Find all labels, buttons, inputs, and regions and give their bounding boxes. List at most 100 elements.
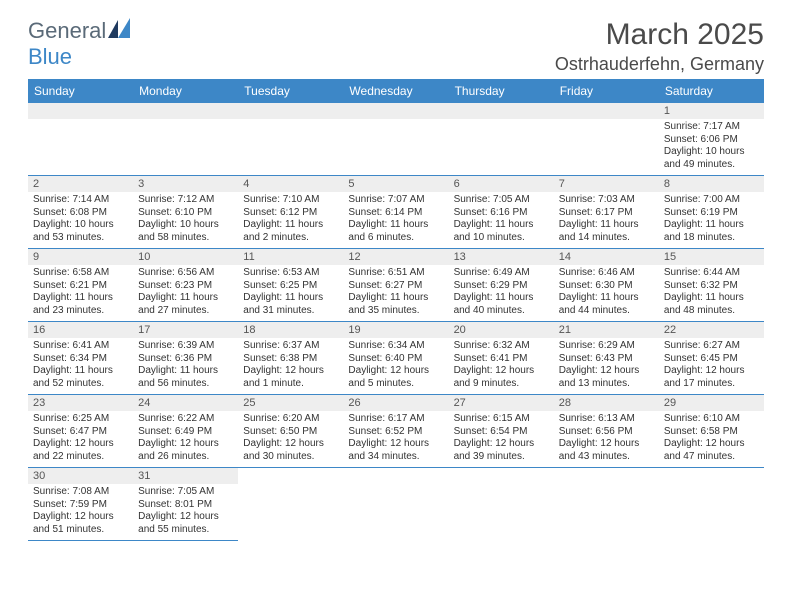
daylight-line: Daylight: 12 hours and 17 minutes. — [664, 365, 759, 390]
sunset-line: Sunset: 6:30 PM — [559, 280, 654, 293]
calendar-empty — [449, 468, 554, 541]
day-number: 9 — [28, 249, 133, 265]
day-number: 25 — [238, 395, 343, 411]
sunset-line: Sunset: 6:29 PM — [454, 280, 549, 293]
daylight-line: Daylight: 12 hours and 51 minutes. — [33, 511, 128, 536]
sunrise-line: Sunrise: 7:12 AM — [138, 194, 233, 207]
sunset-line: Sunset: 6:40 PM — [348, 353, 443, 366]
daylight-line: Daylight: 11 hours and 27 minutes. — [138, 292, 233, 317]
day-body: Sunrise: 6:34 AMSunset: 6:40 PMDaylight:… — [343, 338, 448, 394]
logo-text-general: General — [28, 18, 106, 44]
day-number: 12 — [343, 249, 448, 265]
day-body: Sunrise: 6:13 AMSunset: 6:56 PMDaylight:… — [554, 411, 659, 467]
day-body: Sunrise: 6:49 AMSunset: 6:29 PMDaylight:… — [449, 265, 554, 321]
sunset-line: Sunset: 6:21 PM — [33, 280, 128, 293]
sunrise-line: Sunrise: 7:05 AM — [138, 486, 233, 499]
sunrise-line: Sunrise: 6:51 AM — [348, 267, 443, 280]
day-body: Sunrise: 6:39 AMSunset: 6:36 PMDaylight:… — [133, 338, 238, 394]
logo-text-blue: Blue — [28, 44, 72, 70]
daylight-line: Daylight: 11 hours and 44 minutes. — [559, 292, 654, 317]
day-number: 24 — [133, 395, 238, 411]
day-number: 22 — [659, 322, 764, 338]
day-body: Sunrise: 7:03 AMSunset: 6:17 PMDaylight:… — [554, 192, 659, 248]
daylight-line: Daylight: 11 hours and 52 minutes. — [33, 365, 128, 390]
day-number: 7 — [554, 176, 659, 192]
sunset-line: Sunset: 6:08 PM — [33, 207, 128, 220]
sunrise-line: Sunrise: 6:13 AM — [559, 413, 654, 426]
sunrise-line: Sunrise: 7:00 AM — [664, 194, 759, 207]
daylight-line: Daylight: 11 hours and 48 minutes. — [664, 292, 759, 317]
day-number: 10 — [133, 249, 238, 265]
day-number: 2 — [28, 176, 133, 192]
calendar-week: 16Sunrise: 6:41 AMSunset: 6:34 PMDayligh… — [28, 322, 764, 395]
day-number: 16 — [28, 322, 133, 338]
day-body: Sunrise: 6:29 AMSunset: 6:43 PMDaylight:… — [554, 338, 659, 394]
day-number: 4 — [238, 176, 343, 192]
sunrise-line: Sunrise: 7:10 AM — [243, 194, 338, 207]
day-body: Sunrise: 7:12 AMSunset: 6:10 PMDaylight:… — [133, 192, 238, 248]
day-body: Sunrise: 7:08 AMSunset: 7:59 PMDaylight:… — [28, 484, 133, 540]
daylight-line: Daylight: 12 hours and 1 minute. — [243, 365, 338, 390]
calendar-day: 12Sunrise: 6:51 AMSunset: 6:27 PMDayligh… — [343, 249, 448, 322]
day-number: 23 — [28, 395, 133, 411]
calendar-week: 2Sunrise: 7:14 AMSunset: 6:08 PMDaylight… — [28, 176, 764, 249]
sunrise-line: Sunrise: 6:37 AM — [243, 340, 338, 353]
day-body: Sunrise: 6:56 AMSunset: 6:23 PMDaylight:… — [133, 265, 238, 321]
col-header: Thursday — [449, 79, 554, 103]
calendar-empty — [28, 103, 133, 176]
daylight-line: Daylight: 12 hours and 39 minutes. — [454, 438, 549, 463]
day-body: Sunrise: 6:46 AMSunset: 6:30 PMDaylight:… — [554, 265, 659, 321]
col-header: Wednesday — [343, 79, 448, 103]
month-title: March 2025 — [555, 18, 764, 52]
calendar-day: 1Sunrise: 7:17 AMSunset: 6:06 PMDaylight… — [659, 103, 764, 176]
day-body: Sunrise: 7:14 AMSunset: 6:08 PMDaylight:… — [28, 192, 133, 248]
day-number: 20 — [449, 322, 554, 338]
day-body: Sunrise: 6:53 AMSunset: 6:25 PMDaylight:… — [238, 265, 343, 321]
day-body: Sunrise: 7:00 AMSunset: 6:19 PMDaylight:… — [659, 192, 764, 248]
calendar-day: 6Sunrise: 7:05 AMSunset: 6:16 PMDaylight… — [449, 176, 554, 249]
sunset-line: Sunset: 6:41 PM — [454, 353, 549, 366]
calendar-day: 21Sunrise: 6:29 AMSunset: 6:43 PMDayligh… — [554, 322, 659, 395]
sunset-line: Sunset: 6:38 PM — [243, 353, 338, 366]
day-number: 5 — [343, 176, 448, 192]
calendar-week: 9Sunrise: 6:58 AMSunset: 6:21 PMDaylight… — [28, 249, 764, 322]
calendar-day: 22Sunrise: 6:27 AMSunset: 6:45 PMDayligh… — [659, 322, 764, 395]
calendar-week: 1Sunrise: 7:17 AMSunset: 6:06 PMDaylight… — [28, 103, 764, 176]
sunset-line: Sunset: 6:23 PM — [138, 280, 233, 293]
sunset-line: Sunset: 6:43 PM — [559, 353, 654, 366]
sunset-line: Sunset: 6:34 PM — [33, 353, 128, 366]
calendar-day: 5Sunrise: 7:07 AMSunset: 6:14 PMDaylight… — [343, 176, 448, 249]
sunset-line: Sunset: 6:06 PM — [664, 134, 759, 147]
sunrise-line: Sunrise: 6:56 AM — [138, 267, 233, 280]
day-number: 1 — [659, 103, 764, 119]
calendar-day: 31Sunrise: 7:05 AMSunset: 8:01 PMDayligh… — [133, 468, 238, 541]
daylight-line: Daylight: 10 hours and 49 minutes. — [664, 146, 759, 171]
sunset-line: Sunset: 6:47 PM — [33, 426, 128, 439]
sunset-line: Sunset: 8:01 PM — [138, 499, 233, 512]
sunset-line: Sunset: 6:50 PM — [243, 426, 338, 439]
daylight-line: Daylight: 12 hours and 22 minutes. — [33, 438, 128, 463]
sunset-line: Sunset: 6:12 PM — [243, 207, 338, 220]
calendar-day: 24Sunrise: 6:22 AMSunset: 6:49 PMDayligh… — [133, 395, 238, 468]
col-header: Friday — [554, 79, 659, 103]
sunrise-line: Sunrise: 7:07 AM — [348, 194, 443, 207]
calendar-day: 23Sunrise: 6:25 AMSunset: 6:47 PMDayligh… — [28, 395, 133, 468]
day-number: 28 — [554, 395, 659, 411]
daylight-line: Daylight: 11 hours and 14 minutes. — [559, 219, 654, 244]
calendar-day: 20Sunrise: 6:32 AMSunset: 6:41 PMDayligh… — [449, 322, 554, 395]
sunrise-line: Sunrise: 6:20 AM — [243, 413, 338, 426]
sunset-line: Sunset: 6:58 PM — [664, 426, 759, 439]
day-body: Sunrise: 6:10 AMSunset: 6:58 PMDaylight:… — [659, 411, 764, 467]
day-body: Sunrise: 7:10 AMSunset: 6:12 PMDaylight:… — [238, 192, 343, 248]
sunrise-line: Sunrise: 6:27 AM — [664, 340, 759, 353]
day-body: Sunrise: 7:17 AMSunset: 6:06 PMDaylight:… — [659, 119, 764, 175]
calendar-empty — [554, 103, 659, 176]
day-number: 17 — [133, 322, 238, 338]
day-number: 3 — [133, 176, 238, 192]
day-body: Sunrise: 7:05 AMSunset: 8:01 PMDaylight:… — [133, 484, 238, 540]
sunset-line: Sunset: 6:25 PM — [243, 280, 338, 293]
daylight-line: Daylight: 11 hours and 10 minutes. — [454, 219, 549, 244]
day-body: Sunrise: 6:25 AMSunset: 6:47 PMDaylight:… — [28, 411, 133, 467]
calendar-day: 29Sunrise: 6:10 AMSunset: 6:58 PMDayligh… — [659, 395, 764, 468]
col-header: Tuesday — [238, 79, 343, 103]
